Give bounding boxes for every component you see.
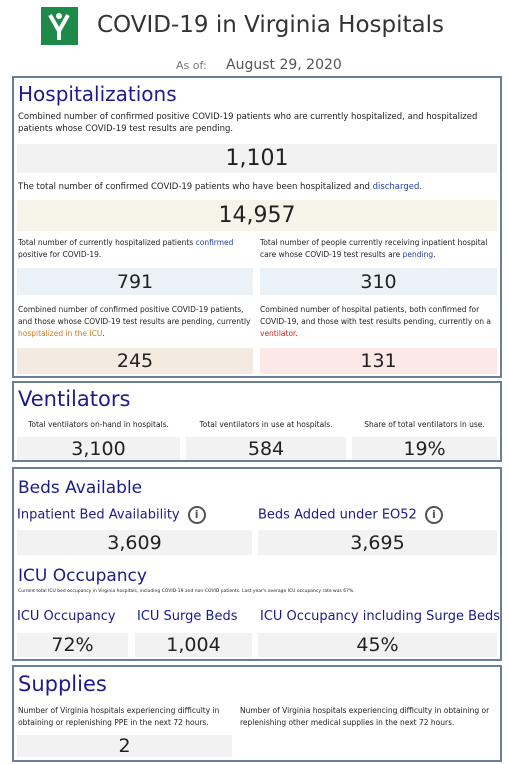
text: hospitalized in the ICU <box>18 329 103 338</box>
text: positive COVID-19 patients who are curre… <box>18 112 478 134</box>
section-title: ICU Occupancy <box>18 566 147 586</box>
text: confirmed <box>110 112 154 122</box>
text: Combined number of hospital patients, bo… <box>260 305 491 326</box>
label: Total ventilators in use at hospitals. <box>199 420 333 429</box>
label: ICU Occupancy including Surge Beds <box>260 609 501 624</box>
text: Total number of currently hospitalized p… <box>18 238 196 247</box>
description: Combined number of confirmed positive CO… <box>18 304 254 340</box>
description: Total number of people currently receivi… <box>260 237 496 261</box>
text: . <box>295 329 298 338</box>
section-title: Supplies <box>18 672 107 696</box>
value: 245 <box>17 348 253 374</box>
text: pending <box>402 250 434 259</box>
text: discharged <box>372 182 420 192</box>
value: 45% <box>258 633 497 657</box>
text: . <box>419 182 423 192</box>
value: 72% <box>17 633 128 657</box>
label: Total ventilators on-hand in hospitals. <box>28 420 169 429</box>
text: Combined number of <box>18 112 111 122</box>
text: The total number of confirmed COVID-19 p… <box>18 182 373 192</box>
value: 1,101 <box>17 144 497 173</box>
supplies-section <box>12 665 502 762</box>
text: positive for COVID-19. <box>18 250 102 259</box>
date: August 29, 2020 <box>226 57 342 73</box>
as-of-label: As of: <box>176 59 207 72</box>
value: 131 <box>260 348 497 374</box>
text: Beds Added under EO52 <box>258 507 417 523</box>
value: 2 <box>17 735 232 757</box>
value: 791 <box>17 268 253 295</box>
section-title: Beds Available <box>18 478 143 498</box>
description: The total number of confirmed COVID-19 p… <box>18 181 488 193</box>
label: Number of Virginia hospitals experiencin… <box>18 706 220 727</box>
label: Share of total ventilators in use. <box>364 420 485 429</box>
title: COVID-19 in Virginia Hospitals <box>97 12 444 38</box>
label: ICU Occupancy <box>17 609 116 624</box>
value: 1,004 <box>135 633 252 657</box>
text: confirmed <box>195 238 234 247</box>
hospitalizations-section <box>12 76 502 378</box>
info-icon[interactable]: i <box>187 506 206 524</box>
text: Total number of people currently receivi… <box>260 238 488 259</box>
label: Inpatient Bed Availability i <box>17 506 206 524</box>
beds-section <box>12 467 502 661</box>
description: Combined number of confirmed positive CO… <box>18 111 488 135</box>
description: Total number of currently hospitalized p… <box>18 237 248 261</box>
text: . <box>433 250 436 259</box>
section-title: Hospitalizations <box>18 82 177 106</box>
info-icon[interactable]: i <box>424 506 443 524</box>
value: 3,609 <box>17 530 252 555</box>
value: 310 <box>260 268 497 295</box>
value: 584 <box>186 437 346 460</box>
logo-mark <box>48 13 70 40</box>
text: . <box>102 329 105 338</box>
note: Current total ICU bed occupancy in Virgi… <box>18 589 355 594</box>
text: Combined number of confirmed positive CO… <box>18 305 251 326</box>
label: Number of Virginia hospitals experiencin… <box>240 706 490 727</box>
description: Combined number of hospital patients, bo… <box>260 304 496 340</box>
value: 19% <box>352 437 497 460</box>
section-title: Ventilators <box>18 387 131 411</box>
value: 3,100 <box>17 437 180 460</box>
value: 14,957 <box>17 200 497 231</box>
label: ICU Surge Beds <box>137 609 238 624</box>
text: ventilator <box>260 329 296 338</box>
label: Beds Added under EO52 i <box>258 506 443 524</box>
logo <box>41 7 78 45</box>
value: 3,695 <box>258 530 497 555</box>
text: Inpatient Bed Availability <box>17 507 180 523</box>
ventilators-section <box>12 381 502 462</box>
